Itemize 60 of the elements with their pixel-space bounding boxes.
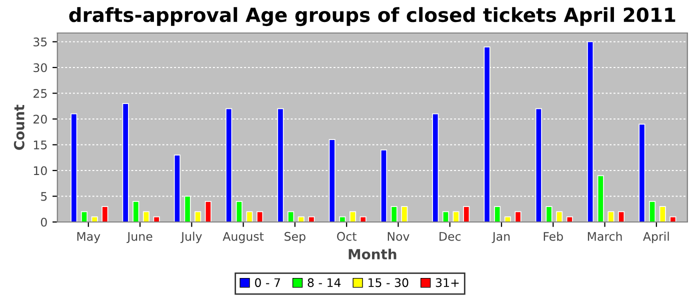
bar (91, 216, 98, 222)
y-tick-label: 25 (34, 88, 47, 98)
bar (236, 200, 242, 222)
bar (390, 206, 398, 222)
bar (246, 211, 253, 222)
bar (566, 216, 573, 222)
y-tick-label: 5 (41, 192, 47, 201)
bar (288, 211, 294, 222)
bar (494, 206, 501, 222)
bar (514, 211, 522, 222)
x-tick-label: Feb (544, 232, 563, 241)
x-tick-label: July (180, 232, 202, 244)
x-axis-title: Month (348, 248, 396, 260)
x-tick-label: Nov (388, 232, 410, 241)
bar (608, 211, 614, 222)
bar (504, 216, 511, 222)
bar (618, 211, 625, 222)
legend-label: 0 - 7 (255, 278, 280, 288)
y-tick-label: 0 (40, 218, 47, 227)
y-axis-title: Count (14, 104, 24, 150)
chart-title: drafts-approval Age groups of closed tickets April 2011 (69, 7, 676, 26)
bar (670, 216, 676, 222)
legend-label: 8 - 14 (308, 278, 341, 288)
x-tick-label: Jan (492, 232, 510, 244)
bar (546, 206, 552, 222)
x-tick-label: May (77, 232, 100, 244)
x-tick-label: June (126, 232, 152, 244)
y-tick-label: 30 (34, 63, 47, 72)
x-tick-label: Dec (440, 232, 461, 241)
bar (142, 211, 150, 222)
bar (659, 206, 666, 222)
bar (649, 200, 656, 222)
x-tick-label: August (222, 232, 264, 244)
bar (401, 206, 408, 222)
bar (463, 206, 470, 222)
bar (298, 216, 304, 222)
bar (339, 216, 346, 222)
y-tick-label: 10 (34, 166, 47, 176)
y-tick-label: 20 (34, 114, 47, 124)
y-tick-label: 15 (34, 140, 47, 150)
bar (102, 206, 108, 222)
x-tick-label: Sep (284, 232, 306, 244)
bar (132, 200, 140, 222)
bar (308, 216, 315, 222)
bar (194, 211, 202, 222)
x-tick-label: April (643, 232, 669, 244)
bar (442, 211, 449, 222)
x-tick-label: March (588, 232, 622, 241)
legend-label: 31+ (436, 278, 459, 288)
bar (256, 211, 264, 222)
y-tick-label: 35 (34, 37, 47, 46)
bar (350, 211, 356, 222)
bar (556, 211, 563, 222)
bar (80, 211, 88, 222)
bar (153, 216, 160, 222)
bar (452, 211, 460, 222)
legend-label: 15 - 30 (368, 278, 408, 288)
x-tick-label: Oct (337, 232, 357, 241)
bar (360, 216, 366, 222)
bar (204, 200, 212, 222)
